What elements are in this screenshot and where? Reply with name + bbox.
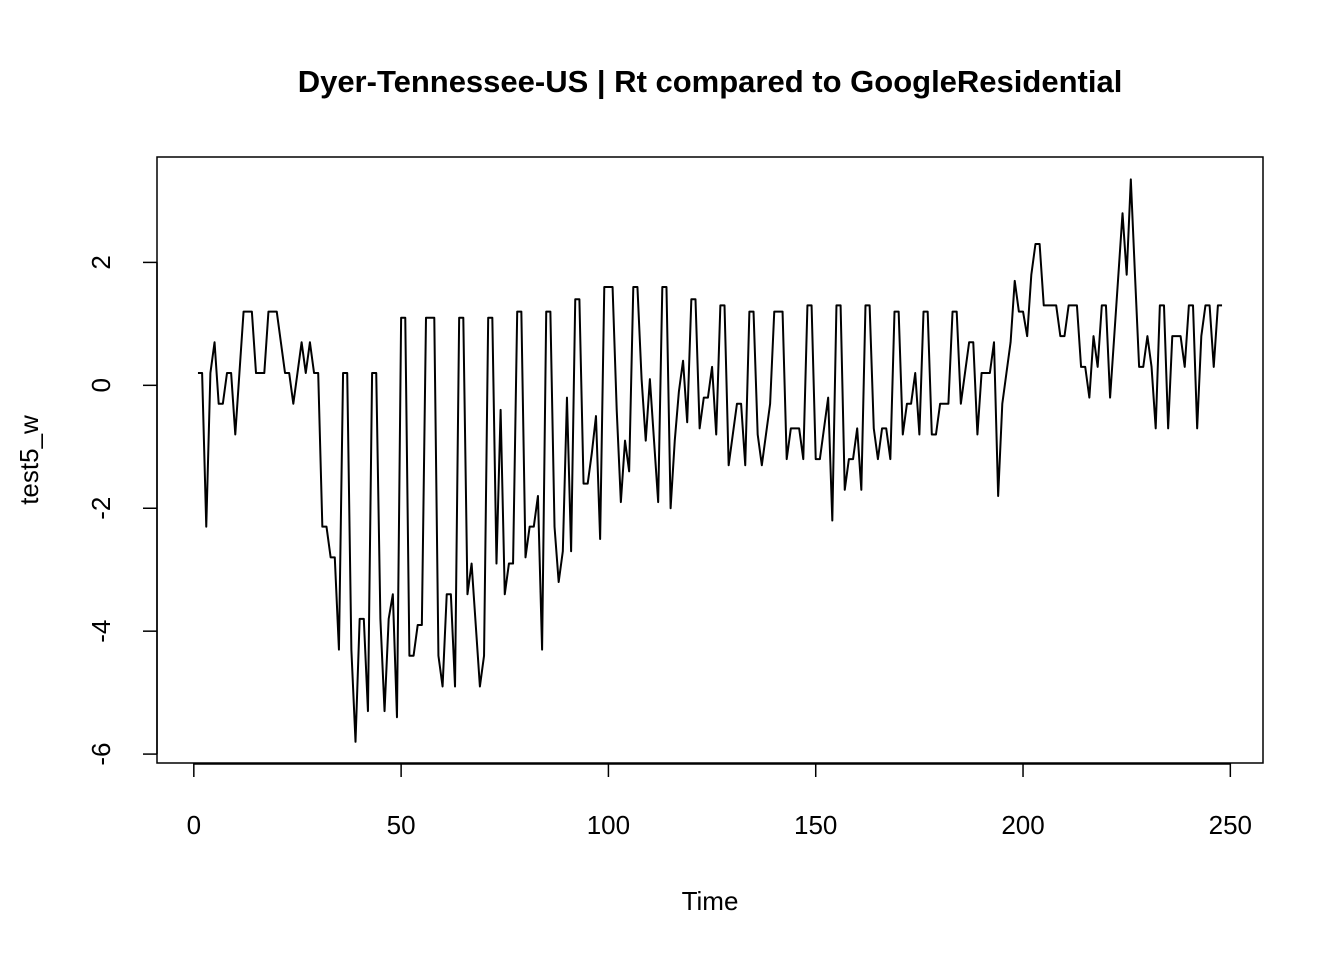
x-tick-label: 200: [1001, 810, 1044, 840]
x-axis-label: Time: [682, 886, 739, 916]
chart-title: Dyer-Tennessee-US | Rt compared to Googl…: [298, 64, 1123, 99]
x-tick-label: 250: [1209, 810, 1252, 840]
y-axis-label: test5_w: [14, 415, 44, 505]
y-tick-label: -4: [86, 620, 116, 643]
x-tick-label: 150: [794, 810, 837, 840]
y-tick-label: -6: [86, 743, 116, 766]
x-tick-label: 50: [387, 810, 416, 840]
y-tick-label: 2: [86, 255, 116, 269]
y-tick-label: -2: [86, 497, 116, 520]
data-line: [197, 178, 1223, 743]
x-tick-label: 100: [587, 810, 630, 840]
x-tick-label: 0: [187, 810, 201, 840]
y-tick-label: 0: [86, 378, 116, 392]
